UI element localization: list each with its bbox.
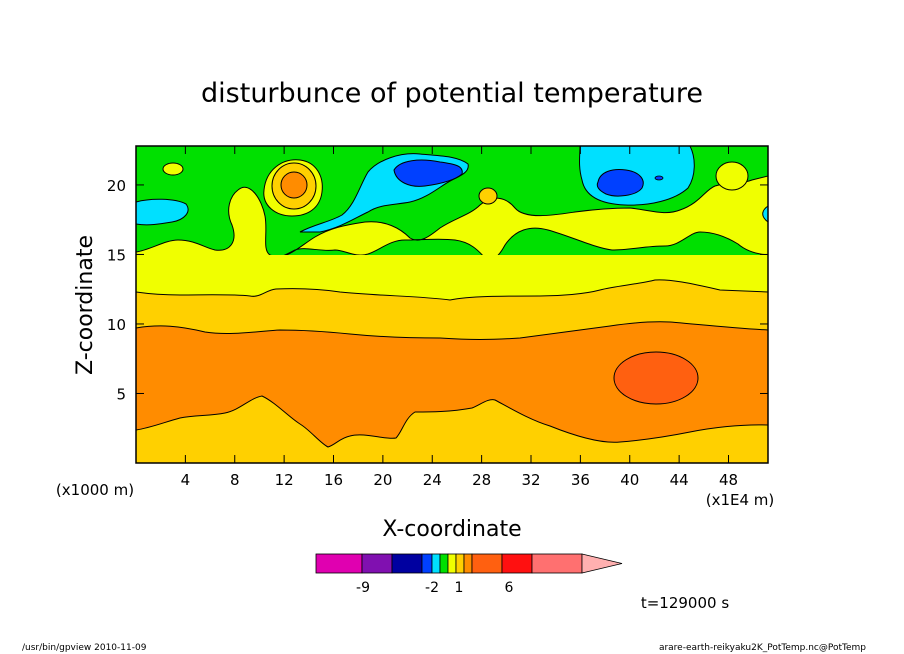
x-axis: 4 8 12 16 20 24 28 32 36 40 44 48 [181, 146, 738, 489]
y-tick-label: 10 [107, 316, 126, 334]
y-tick-label: 15 [107, 246, 126, 264]
footer-left: /usr/bin/gpview 2010-11-09 [22, 643, 147, 653]
colorbar-segment [421, 553, 433, 574]
x-tick-label: 4 [181, 471, 191, 489]
field-warm-cell-core [280, 171, 308, 199]
x-axis-label: X-coordinate [382, 517, 521, 542]
y-axis-label: Z-coordinate [73, 235, 98, 375]
x-tick-label: 36 [571, 471, 590, 489]
x-tick-label: 12 [275, 471, 294, 489]
colorbar-segment [391, 553, 423, 574]
y-axis: 5 10 15 20 [107, 177, 768, 403]
field-blue-mid [393, 159, 463, 187]
colorbar-tick-label: 6 [505, 580, 514, 596]
field-yellow-dot-mid [478, 187, 498, 205]
colorbar-segment [531, 553, 583, 574]
plot-area [136, 146, 768, 463]
y-tick-label: 20 [107, 177, 126, 195]
colorbar-tick-label: -2 [425, 580, 439, 596]
plot-frame [135, 145, 769, 464]
colorbar-segment [447, 553, 457, 574]
colorbar-segment [361, 553, 393, 574]
colorbar-tick-label: -9 [356, 580, 370, 596]
field-yellow-band [136, 175, 768, 263]
footer-right: arare-earth-reikyaku2K_PotTemp.nc@PotTem… [659, 643, 866, 653]
x-tick-label: 20 [373, 471, 392, 489]
field-yellow-dot-right [715, 161, 749, 191]
x-tick-label: 48 [719, 471, 738, 489]
colorbar-segment [501, 553, 533, 574]
field-max-blob [613, 351, 699, 405]
x-tick-label: 16 [324, 471, 343, 489]
colorbar-segment [471, 553, 503, 574]
x-tick-label: 40 [620, 471, 639, 489]
colorbar-tick-label: 1 [455, 580, 464, 596]
field-blue-dot [654, 175, 664, 181]
field-cyan-left [136, 198, 189, 226]
x-tick-label: 44 [670, 471, 689, 489]
colorbar-segment [455, 553, 465, 574]
x-tick-label: 32 [521, 471, 540, 489]
y-tick-label: 5 [116, 385, 126, 403]
time-label: t=129000 s [641, 594, 729, 612]
colorbar-segment [439, 553, 449, 574]
colorbar-segment [431, 553, 441, 574]
field-orange-band [136, 321, 768, 448]
x-unit-right: (x1E4 m) [706, 491, 775, 509]
field-yellow-dot-left [162, 162, 184, 176]
colorbar-segment [315, 553, 363, 574]
x-tick-label: 8 [230, 471, 240, 489]
x-tick-label: 24 [423, 471, 442, 489]
colorbar [315, 553, 623, 574]
colorbar-labels: -9 -2 1 6 [356, 580, 514, 596]
x-unit-left: (x1000 m) [56, 481, 134, 499]
field-blue-right [596, 169, 644, 197]
colorbar-arrow [581, 553, 623, 574]
x-tick-label: 28 [472, 471, 491, 489]
colorbar-segment [463, 553, 473, 574]
chart-title: disturbunce of potential temperature [201, 78, 703, 109]
